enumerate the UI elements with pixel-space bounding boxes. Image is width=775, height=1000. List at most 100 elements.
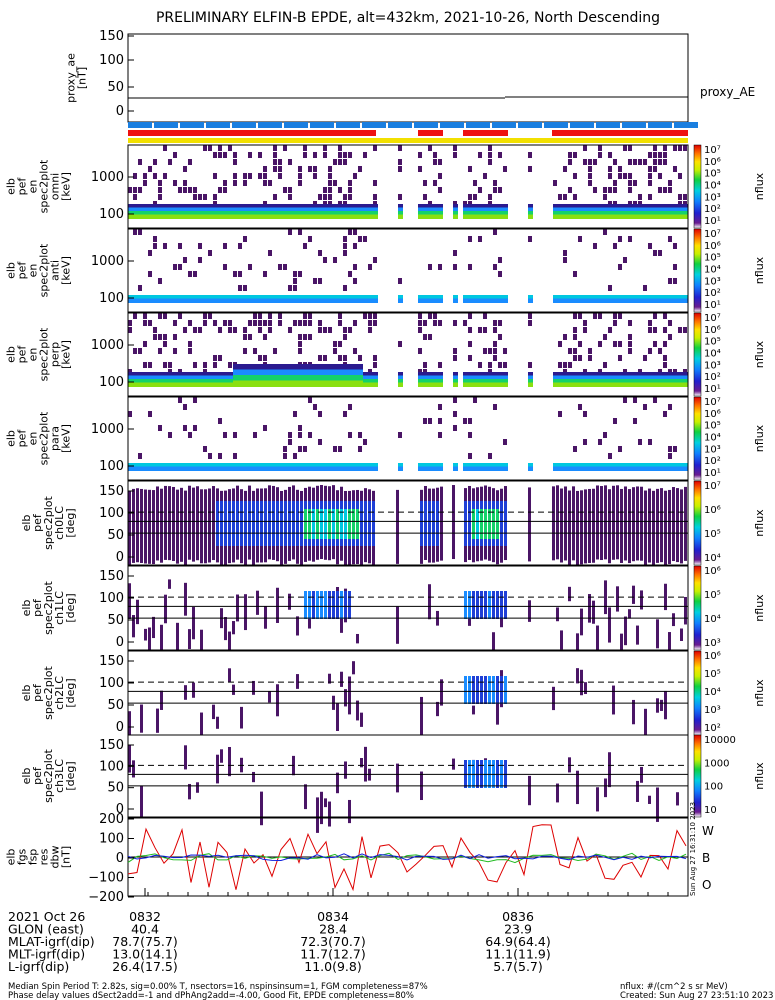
energy-band-pixel — [618, 382, 623, 387]
energy-pixel — [258, 313, 262, 319]
energy-band-pixel — [203, 379, 208, 384]
energy-pixel — [348, 187, 352, 193]
energy-band-pixel — [678, 298, 683, 303]
energy-band-pixel — [233, 364, 238, 371]
energy-band-pixel — [573, 207, 578, 212]
energy-0-cbar-label: nflux — [753, 172, 766, 200]
energy-band-pixel — [233, 295, 238, 300]
energy-pixel — [293, 285, 297, 291]
energy-band-pixel — [233, 466, 238, 471]
energy-band-pixel — [213, 379, 218, 384]
energy-band-pixel — [143, 382, 148, 387]
energy-band-pixel — [248, 207, 253, 212]
energy-band-pixel — [288, 364, 293, 371]
energy-band-pixel — [638, 463, 643, 468]
energy-band-pixel — [583, 295, 588, 300]
energy-band-pixel — [468, 295, 473, 300]
energy-3-cbar-tick: 10¹ — [704, 468, 721, 479]
energy-pixel — [418, 348, 422, 354]
energy-pixel — [398, 159, 402, 165]
energy-band-pixel — [138, 463, 143, 468]
energy-band-pixel — [648, 204, 653, 209]
energy-band-pixel — [608, 295, 613, 300]
energy-pixel — [298, 348, 302, 354]
energy-band-pixel — [303, 214, 308, 219]
energy-band-pixel — [488, 375, 493, 380]
energy-1-cbar-tick: 10⁷ — [704, 229, 721, 240]
energy-band-pixel — [363, 207, 368, 212]
energy-band-pixel — [238, 214, 243, 219]
energy-band-pixel — [423, 295, 428, 300]
energy-band-pixel — [288, 295, 293, 300]
pitch-column — [344, 689, 347, 707]
energy-pixel — [578, 404, 582, 410]
energy-pixel — [203, 313, 207, 319]
energy-band-pixel — [288, 204, 293, 209]
energy-band-pixel — [138, 466, 143, 471]
energy-pixel — [503, 439, 507, 445]
energy-band-pixel — [503, 372, 508, 377]
energy-band-pixel — [618, 375, 623, 380]
pitch-column — [564, 486, 567, 561]
energy-pixel — [663, 355, 667, 361]
energy-pixel — [398, 278, 402, 284]
energy-band-pixel — [683, 463, 688, 468]
energy-band-pixel — [623, 379, 628, 384]
energy-band-pixel — [398, 211, 403, 216]
energy-band-pixel — [348, 211, 353, 216]
energy-band-pixel — [198, 204, 203, 209]
energy-pixel — [173, 320, 177, 326]
energy-pixel — [163, 173, 167, 179]
pitch-column-mid — [248, 501, 251, 546]
pitch-column — [156, 486, 159, 561]
energy-band-pixel — [628, 207, 633, 212]
energy-band-pixel — [253, 466, 258, 471]
energy-pixel — [153, 173, 157, 179]
pitch-panel-3: 150100500elbpefspec2plotch3LC[deg]100001… — [20, 734, 766, 833]
energy-band-pixel — [298, 214, 303, 219]
energy-pixel — [628, 236, 632, 242]
energy-band-pixel — [283, 214, 288, 219]
energy-band-pixel — [303, 380, 308, 387]
status-segment-red — [552, 130, 688, 136]
energy-band-pixel — [253, 375, 258, 382]
pitch-column — [228, 746, 231, 777]
orbit-row-value: 28.4 — [319, 922, 347, 937]
energy-band-pixel — [648, 466, 653, 471]
energy-band-pixel — [303, 463, 308, 468]
energy-pixel — [188, 320, 192, 326]
energy-band-pixel — [248, 204, 253, 209]
energy-band-pixel — [303, 369, 308, 376]
energy-band-pixel — [668, 214, 673, 219]
energy-band-pixel — [493, 207, 498, 212]
pitch-0-cbar-tick: 10⁷ — [704, 481, 721, 492]
energy-band-pixel — [678, 466, 683, 471]
pitch-column-mid — [464, 501, 467, 546]
energy-band-pixel — [128, 382, 133, 387]
pitch-1-cbar-tick: 10⁵ — [704, 590, 721, 601]
pitch-column-high — [320, 509, 323, 539]
energy-pixel — [248, 320, 252, 326]
energy-band-pixel — [188, 207, 193, 212]
energy-band-pixel — [593, 211, 598, 216]
pitch-column — [220, 749, 223, 763]
pitch-tick-label: 100 — [99, 591, 124, 606]
energy-band-pixel — [248, 295, 253, 300]
energy-band-pixel — [563, 207, 568, 212]
energy-pixel — [353, 229, 357, 235]
energy-pixel — [338, 355, 342, 361]
energy-band-pixel — [333, 207, 338, 212]
energy-band-pixel — [268, 214, 273, 219]
pitch-column — [596, 485, 599, 560]
energy-pixel — [493, 327, 497, 333]
pitch-column — [196, 486, 199, 561]
energy-pixel — [228, 362, 232, 368]
energy-band-pixel — [433, 214, 438, 219]
energy-band-pixel — [173, 382, 178, 387]
energy-band-pixel — [528, 372, 533, 377]
energy-pixel — [428, 334, 432, 340]
energy-band-pixel — [528, 375, 533, 380]
energy-band-pixel — [613, 295, 618, 300]
energy-pixel — [143, 362, 147, 368]
energy-0-cbar-tick: 10⁴ — [704, 181, 721, 192]
